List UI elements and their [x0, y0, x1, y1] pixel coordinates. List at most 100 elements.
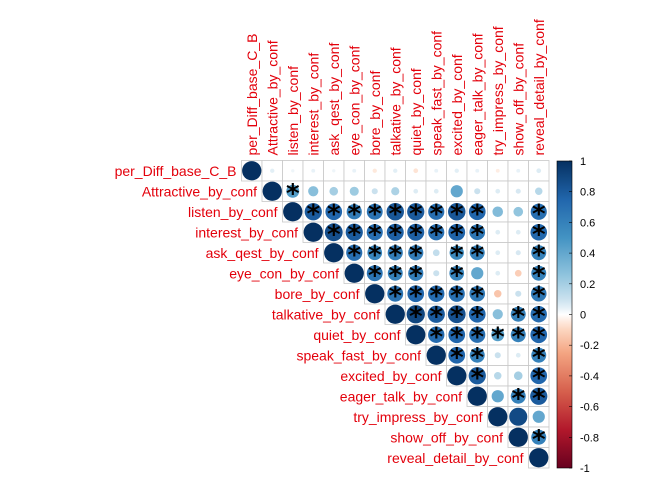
corr-circle: [367, 245, 383, 261]
significance-star: *: [368, 220, 382, 250]
row-label: reveal_detail_by_conf: [387, 450, 523, 466]
row-label: listen_by_conf: [188, 204, 278, 220]
colorbar-tick-label: 0.8: [580, 187, 595, 199]
corr-circle: [427, 305, 445, 323]
corr-circle: [386, 203, 404, 221]
corr-circle: [385, 304, 405, 324]
significance-star: *: [511, 322, 525, 352]
column-label: try_impress_by_conf: [490, 26, 506, 155]
significance-star: *: [532, 199, 546, 229]
corr-circle: [408, 265, 424, 281]
corr-circle: [391, 187, 400, 196]
corr-circle: [510, 327, 526, 343]
corr-circle: [428, 326, 445, 343]
column-label: eager_talk_by_conf: [469, 33, 485, 155]
row-label: quiet_by_conf: [313, 327, 400, 343]
colorbar-tick-label: 0.6: [580, 217, 595, 229]
corr-circle: [468, 367, 486, 385]
corr-circle: [488, 407, 508, 427]
significance-star: *: [409, 240, 423, 270]
row-label: show_off_by_conf: [390, 429, 503, 445]
significance-star: *: [450, 199, 464, 229]
significance-star: *: [470, 363, 484, 393]
corr-circle: [346, 244, 363, 261]
corr-circle: [449, 245, 464, 260]
colorbar-tick-label: 0: [580, 310, 586, 322]
column-label: ask_qest_by_conf: [326, 43, 342, 156]
colorbar-tick-label: -0.2: [580, 340, 599, 352]
column-label: eye_con_by_conf: [346, 46, 362, 156]
circle-layer: [242, 161, 549, 468]
significance-star: *: [409, 281, 423, 311]
colorbar: 1 0.8 0.6 0.4 0.2 0 -0.2 -0.4 -0.6 -0.8 -1: [556, 156, 599, 475]
corr-circle: [283, 202, 303, 222]
significance-star: *: [532, 220, 546, 250]
corr-circle: [515, 250, 521, 256]
column-label: speak_fast_by_conf: [428, 31, 444, 156]
corr-circle: [311, 168, 316, 173]
corr-circle: [428, 224, 445, 241]
corr-circle: [332, 169, 336, 173]
corr-circle: [530, 285, 547, 302]
significance-star: *: [532, 322, 546, 352]
corr-circle: [450, 185, 463, 198]
row-label: excited_by_conf: [340, 368, 441, 384]
significance-star: *: [450, 302, 464, 332]
corr-circle: [495, 250, 501, 256]
significance-star: *: [491, 322, 505, 352]
row-label: try_impress_by_conf: [353, 409, 482, 425]
corr-circle: [530, 326, 548, 344]
corr-circle: [304, 203, 322, 221]
corr-circle: [469, 245, 485, 261]
significance-star: *: [450, 261, 464, 291]
colorbar-tick-label: -0.4: [580, 371, 599, 383]
corr-circle: [407, 203, 425, 221]
significance-star: *: [470, 343, 484, 373]
significance-star: *: [388, 281, 402, 311]
significance-star: *: [429, 281, 443, 311]
significance-star: *: [388, 240, 402, 270]
corr-circle: [406, 305, 425, 324]
significance-star: *: [409, 261, 423, 291]
corr-circle: [324, 243, 344, 263]
corr-circle: [495, 188, 501, 194]
corr-circle: [495, 168, 500, 173]
corr-circle: [365, 284, 385, 304]
significance-star: *: [429, 302, 443, 332]
corr-circle: [426, 345, 446, 365]
corr-circle: [491, 328, 505, 342]
significance-star: *: [429, 322, 443, 352]
corr-circle: [447, 366, 467, 386]
corr-circle: [515, 352, 521, 358]
corr-circle: [386, 223, 404, 241]
corr-circle: [329, 186, 339, 196]
corr-circle: [349, 186, 359, 196]
corr-circle: [286, 184, 300, 198]
corr-circle: [291, 169, 295, 173]
row-label: talkative_by_conf: [272, 306, 380, 322]
corr-circle: [454, 168, 459, 173]
corr-circle: [492, 206, 504, 218]
colorbar-tick-label: -0.8: [580, 432, 599, 444]
significance-star: *: [470, 281, 484, 311]
corr-circle: [531, 347, 547, 363]
corr-circle: [366, 224, 383, 241]
row-label: speak_fast_by_conf: [296, 347, 421, 363]
significance-star: *: [368, 240, 382, 270]
significance-star: *: [532, 302, 546, 332]
corr-circle: [270, 168, 275, 173]
corr-circle: [413, 168, 419, 174]
corr-circle: [492, 309, 503, 320]
column-label: talkative_by_conf: [387, 47, 403, 155]
corr-circle: [262, 181, 282, 201]
significance-star: *: [368, 261, 382, 291]
colorbar-tick-label: 0.4: [580, 248, 595, 260]
corr-circle: [529, 448, 549, 468]
corr-circle: [448, 326, 466, 344]
corr-circle: [475, 168, 480, 173]
row-label: interest_by_conf: [195, 224, 298, 240]
corr-circle: [468, 305, 486, 323]
corr-circle: [387, 265, 403, 281]
significance-star: *: [327, 220, 341, 250]
column-label: interest_by_conf: [305, 53, 321, 156]
